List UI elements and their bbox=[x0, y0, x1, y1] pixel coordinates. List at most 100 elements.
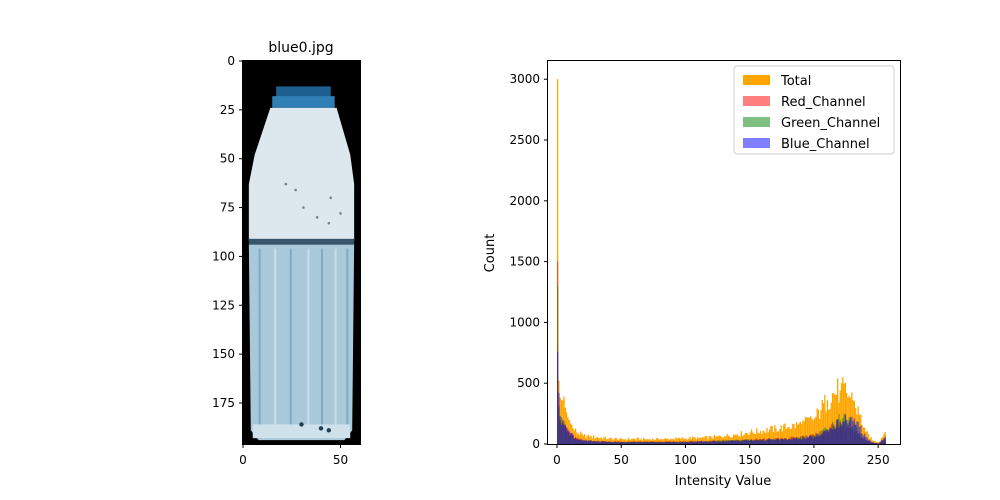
water-streak bbox=[346, 248, 349, 425]
histogram-bar bbox=[783, 438, 785, 444]
histogram-bar bbox=[779, 428, 781, 444]
histogram-bar bbox=[768, 438, 771, 444]
histogram-bar bbox=[848, 420, 850, 444]
histogram-bar bbox=[616, 438, 618, 444]
legend-label: Total bbox=[780, 74, 811, 89]
image-y-tick-label: 175 bbox=[212, 396, 235, 410]
histogram-bar bbox=[792, 438, 794, 444]
histogram-bar bbox=[785, 439, 787, 444]
histogram-bar bbox=[637, 437, 640, 444]
histogram-bar bbox=[757, 432, 759, 444]
histogram-bar bbox=[766, 427, 768, 444]
histogram-bar bbox=[573, 430, 575, 444]
histogram-bar bbox=[743, 435, 745, 444]
histogram-bar bbox=[837, 378, 839, 444]
water-streak bbox=[289, 248, 292, 425]
histogram-bar bbox=[603, 441, 605, 444]
histogram-bar bbox=[788, 439, 790, 444]
histogram-bar bbox=[589, 440, 591, 444]
histogram-bar bbox=[680, 441, 682, 444]
y-axis-label: Count bbox=[483, 234, 498, 273]
histogram-bar bbox=[708, 441, 710, 444]
histogram-bar bbox=[639, 441, 641, 444]
histogram-x-tick-label: 100 bbox=[674, 453, 697, 467]
histogram-y-tick-label: 0 bbox=[532, 437, 540, 451]
histogram-bar bbox=[788, 426, 790, 444]
histogram-bar bbox=[618, 442, 620, 444]
histogram-bar bbox=[715, 441, 717, 444]
histogram-y-tick-label: 500 bbox=[517, 376, 540, 390]
histogram-bar bbox=[595, 437, 597, 444]
histogram-bar bbox=[837, 419, 839, 444]
histogram-bar bbox=[878, 442, 880, 444]
histogram-bar bbox=[590, 440, 592, 444]
histogram-bar bbox=[631, 441, 633, 444]
histogram-bar bbox=[652, 438, 654, 444]
histogram-bar bbox=[790, 439, 793, 444]
histogram-bar bbox=[817, 433, 820, 444]
histogram-bar bbox=[691, 436, 694, 444]
histogram-bar bbox=[614, 437, 617, 444]
histogram-bar bbox=[676, 438, 678, 444]
histogram-bar bbox=[864, 433, 866, 444]
histogram-bar bbox=[704, 442, 707, 444]
histogram-bar bbox=[768, 429, 771, 444]
histogram-bar bbox=[716, 435, 718, 444]
histogram-bar bbox=[815, 436, 817, 444]
histogram-bar bbox=[677, 442, 680, 444]
histogram-bar bbox=[765, 432, 767, 444]
histogram-bar bbox=[804, 438, 807, 444]
histogram-bar bbox=[774, 440, 776, 444]
histogram-bar bbox=[749, 440, 751, 444]
histogram-bar bbox=[567, 429, 569, 444]
histogram-bar bbox=[670, 441, 672, 444]
histogram-bar bbox=[630, 441, 632, 444]
histogram-bar bbox=[717, 441, 719, 444]
histogram-bar bbox=[652, 441, 654, 444]
histogram-bar bbox=[807, 417, 809, 444]
histogram-bar bbox=[631, 438, 633, 444]
histogram-bar bbox=[610, 441, 613, 444]
histogram-bar bbox=[605, 439, 608, 444]
histogram-bar bbox=[855, 424, 857, 444]
histogram-bar bbox=[600, 437, 602, 444]
histogram-bar bbox=[745, 439, 748, 444]
histogram-x-ticks: 0 50 100 150 200 250 bbox=[553, 444, 890, 467]
histogram-bar bbox=[578, 439, 581, 444]
histogram-bar bbox=[694, 437, 696, 444]
histogram-bar bbox=[564, 424, 566, 444]
histogram-bar bbox=[726, 433, 728, 444]
bottle-speck bbox=[294, 188, 297, 192]
histogram-bar bbox=[649, 442, 651, 444]
histogram-bar bbox=[808, 435, 811, 444]
histogram-bar bbox=[862, 435, 865, 444]
histogram-bar bbox=[703, 437, 705, 444]
histogram-bar bbox=[736, 440, 739, 444]
histogram-bar bbox=[808, 417, 811, 444]
legend-box bbox=[733, 65, 895, 155]
legend: Total Red_Channel Green_Channel Blue_Channe… bbox=[733, 65, 895, 155]
histogram-bar bbox=[844, 382, 847, 444]
bottle-base-dot bbox=[299, 422, 304, 427]
histogram-bar bbox=[840, 426, 843, 444]
histogram-bar bbox=[623, 439, 626, 444]
histogram-bar bbox=[625, 442, 627, 444]
histogram-bar bbox=[735, 440, 737, 444]
water-streak bbox=[321, 248, 323, 425]
histogram-bar bbox=[621, 442, 623, 444]
histogram-bar bbox=[725, 440, 727, 444]
histogram-bar bbox=[657, 437, 659, 444]
histogram-bar bbox=[621, 439, 623, 444]
histogram-bar bbox=[563, 396, 565, 444]
histogram-bar bbox=[786, 427, 789, 444]
histogram-bar bbox=[653, 442, 655, 444]
histogram-bar bbox=[708, 436, 710, 444]
histogram-bar bbox=[581, 433, 583, 444]
histogram-bar bbox=[790, 428, 793, 444]
histogram-bar bbox=[576, 438, 578, 444]
histogram-bar bbox=[664, 442, 667, 444]
histogram-bar bbox=[613, 442, 615, 444]
histogram-bar bbox=[655, 438, 658, 444]
image-y-tick-label: 100 bbox=[212, 249, 235, 263]
histogram-bar bbox=[766, 439, 768, 444]
